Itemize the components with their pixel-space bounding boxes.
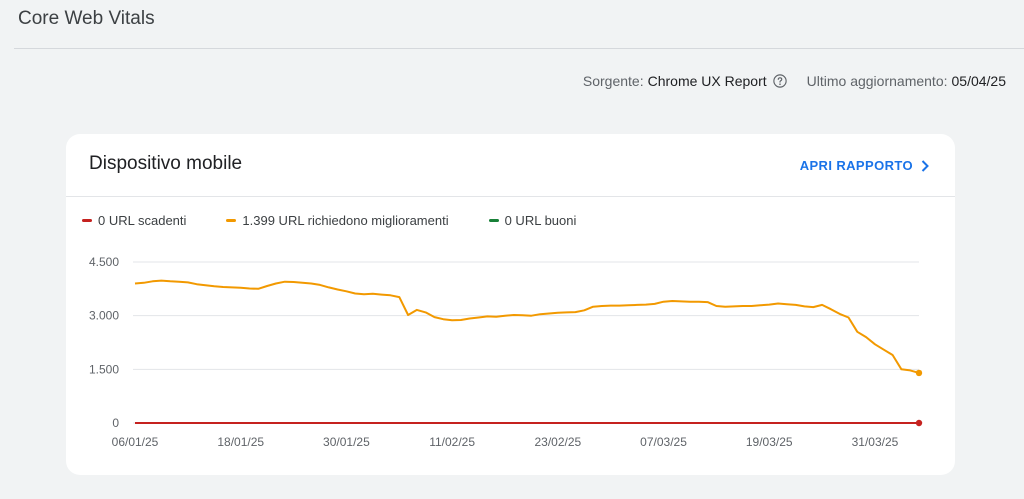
x-tick-label: 31/03/25 — [852, 435, 899, 449]
y-tick-label: 4.500 — [89, 255, 119, 269]
x-tick-label: 18/01/25 — [217, 435, 264, 449]
card-header: Dispositivo mobile APRI RAPPORTO — [66, 134, 955, 197]
legend-swatch-poor — [82, 219, 92, 222]
y-tick-label: 0 — [112, 416, 119, 430]
chart-legend: 0 URL scadenti 1.399 URL richiedono migl… — [82, 213, 616, 228]
legend-label-poor: 0 URL scadenti — [98, 213, 187, 228]
x-tick-label: 11/02/25 — [429, 435, 475, 449]
legend-label-needs-improvement: 1.399 URL richiedono miglioramenti — [242, 213, 449, 228]
legend-label-good: 0 URL buoni — [504, 213, 577, 228]
line-chart: 0 1.500 3.000 4.500 06/01/25 18/01/25 30/01/25… — [89, 255, 923, 449]
legend-swatch-good — [488, 219, 499, 222]
help-circle-icon[interactable] — [772, 74, 787, 88]
x-tick-label: 19/03/25 — [746, 435, 793, 449]
legend-item-good[interactable]: 0 URL buoni — [488, 213, 577, 228]
y-tick-label: 3.000 — [89, 309, 119, 323]
open-report-button[interactable]: APRI RAPPORTO — [800, 158, 929, 173]
series-line — [134, 279, 920, 374]
x-tick-label: 23/02/25 — [534, 435, 581, 449]
x-tick-label: 07/03/25 — [640, 435, 687, 449]
x-tick-label: 06/01/25 — [112, 435, 159, 449]
y-tick-label: 1.500 — [89, 362, 119, 376]
source-label: Sorgente: — [582, 73, 644, 89]
series-end-point[interactable] — [915, 369, 923, 377]
legend-item-needs-improvement[interactable]: 1.399 URL richiedono miglioramenti — [226, 213, 449, 228]
open-report-label: APRI RAPPORTO — [799, 158, 913, 173]
chevron-right-icon — [921, 159, 929, 172]
title-divider — [14, 48, 1024, 49]
mobile-card: Dispositivo mobile APRI RAPPORTO 0 URL s… — [66, 134, 955, 475]
series-end-point[interactable] — [915, 419, 923, 427]
legend-swatch-needs-improvement — [226, 219, 237, 222]
meta-row: Sorgente: Chrome UX Report Ultimo aggior… — [583, 73, 1006, 89]
updated-value: 05/04/25 — [951, 73, 1007, 89]
card-title: Dispositivo mobile — [89, 153, 243, 174]
source-value: Chrome UX Report — [647, 73, 767, 89]
page-title: Core Web Vitals — [18, 8, 155, 29]
x-tick-label: 30/01/25 — [323, 435, 370, 449]
updated-label: Ultimo aggiornamento: — [806, 73, 948, 89]
legend-item-poor[interactable]: 0 URL scadenti — [82, 213, 186, 228]
